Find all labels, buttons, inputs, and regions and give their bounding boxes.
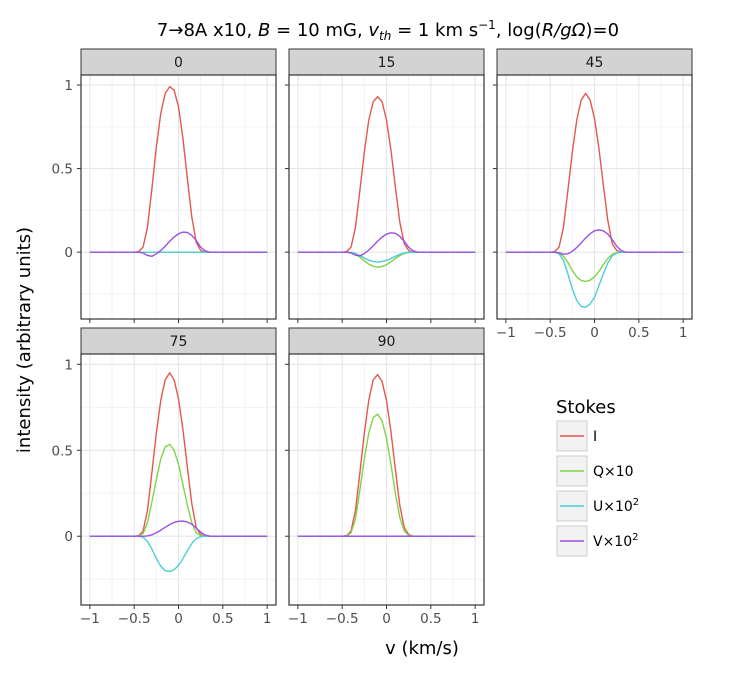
- x-tick-label: −0.5: [534, 325, 567, 341]
- facet-strip: [80, 48, 277, 76]
- facet-strip-label: 75: [170, 334, 188, 350]
- y-tick-label: 1: [64, 78, 73, 94]
- x-tick-label: −0.5: [326, 611, 359, 627]
- series-line-V: [89, 520, 268, 537]
- facet-panel-90: 90 −1 −0.5 0 0.5 1: [285, 327, 485, 627]
- legend-label: V×102: [593, 532, 639, 550]
- x-tick-label: −0.5: [118, 611, 151, 627]
- facet-strip-label: 90: [378, 334, 396, 350]
- y-tick-label: 1: [64, 357, 73, 373]
- legend-label: U×102: [593, 497, 639, 515]
- legend-label: Q×10: [593, 464, 634, 480]
- legend-title: Stokes: [556, 397, 616, 418]
- y-tick-label: 0: [64, 529, 73, 545]
- legend-item-I: I: [556, 420, 597, 452]
- facet-strip-label: 15: [378, 55, 396, 71]
- legend-item-U: U×102: [556, 490, 639, 522]
- facet-panel-0: 000.51: [52, 48, 277, 323]
- facet-panel-75: 75 −1 −0.5 0 0.5 1 0 0.5 1: [52, 327, 277, 627]
- y-tick-label: 0: [64, 245, 73, 261]
- x-tick-label: −1: [80, 611, 100, 627]
- facet-panel-45: 45 −1 −0.5 0 0.5 1: [493, 48, 693, 341]
- x-tick-label: −1: [288, 611, 308, 627]
- facet-panel-15: 15: [285, 48, 485, 323]
- x-tick-label: 0.5: [212, 611, 233, 627]
- y-tick-label: 0.5: [52, 162, 73, 178]
- series-line-V: [89, 231, 268, 258]
- x-tick-label: 0: [590, 325, 599, 341]
- y-axis-title: intensity (arbitrary units): [14, 227, 35, 453]
- series-line-V: [505, 229, 684, 255]
- series-line-V: [297, 232, 476, 257]
- facet-strip: [80, 327, 277, 355]
- facet-strip-label: 45: [586, 55, 604, 71]
- facet-strip-label: 0: [174, 55, 183, 71]
- y-tick-label: 0.5: [52, 443, 73, 459]
- x-axis-title: v (km/s): [385, 638, 459, 659]
- legend-item-V: V×102: [556, 525, 639, 557]
- x-tick-label: 0: [174, 611, 183, 627]
- legend-label: I: [593, 429, 597, 445]
- x-tick-label: 0: [382, 611, 391, 627]
- x-tick-label: 1: [263, 611, 272, 627]
- x-tick-label: 1: [471, 611, 480, 627]
- x-tick-label: 0.5: [628, 325, 649, 341]
- chart-title: 7→8A x10, B = 10 mG, vth = 1 km s−1, log…: [157, 18, 619, 43]
- x-tick-label: −1: [496, 325, 516, 341]
- facet-strip: [288, 48, 485, 76]
- legend: Stokes I Q×10 U×102 V×102: [556, 397, 639, 557]
- x-tick-label: 1: [679, 325, 688, 341]
- legend-item-Q: Q×10: [556, 455, 634, 487]
- facet-strip: [496, 48, 693, 76]
- x-tick-label: 0.5: [420, 611, 441, 627]
